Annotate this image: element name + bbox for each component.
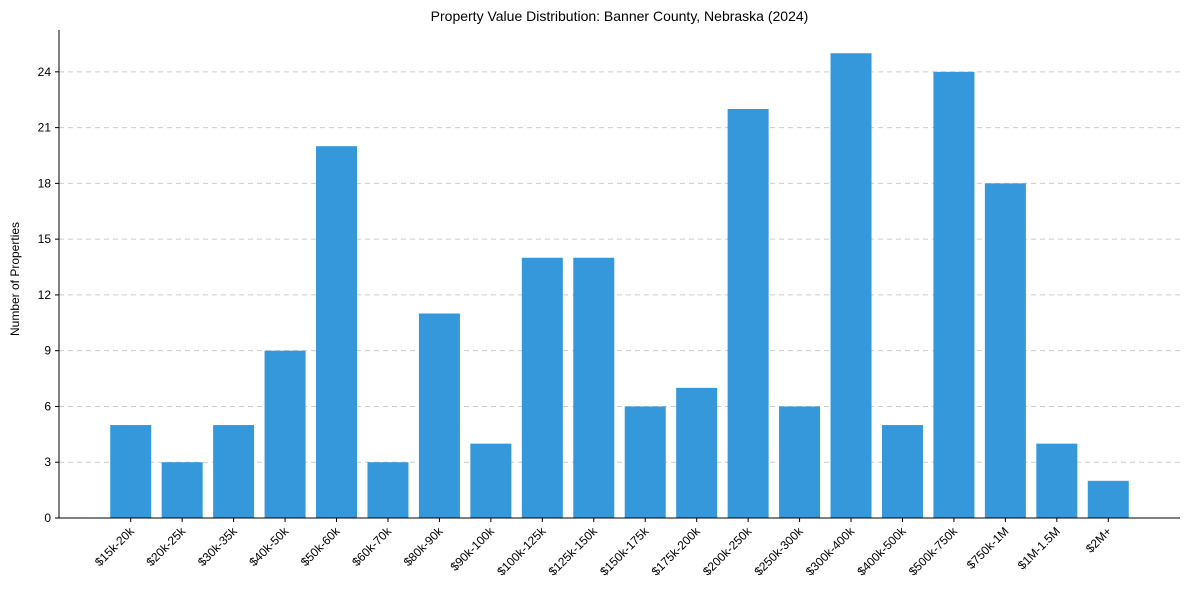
- bar-$250k-300k: [779, 406, 821, 518]
- x-tick-label-13: $250k-300k: [751, 524, 806, 579]
- bar-$30k-35k: [213, 425, 255, 518]
- y-tick-label-15: 15: [38, 232, 52, 246]
- x-tick-label-6: $80k-90k: [401, 524, 447, 570]
- y-tick-label-21: 21: [38, 121, 52, 135]
- bar-$90k-100k: [470, 443, 512, 518]
- x-tick-label-10: $150k-175k: [597, 524, 652, 579]
- y-tick-label-18: 18: [38, 176, 52, 190]
- gridlines: [59, 71, 1180, 463]
- bar-$100k-125k: [521, 257, 563, 518]
- x-tick-label-5: $60k-70k: [349, 524, 395, 570]
- y-tick-label-9: 9: [44, 344, 51, 358]
- x-tick-label-11: $175k-200k: [649, 524, 704, 579]
- bar-$175k-200k: [676, 387, 718, 518]
- x-tick-label-14: $300k-400k: [803, 524, 858, 579]
- x-tick-label-0: $15k-20k: [92, 524, 138, 570]
- bar-$150k-175k: [624, 406, 666, 518]
- y-axis-label: Number of Properties: [8, 222, 22, 336]
- x-tick-label-8: $100k-125k: [494, 524, 549, 579]
- y-tick-label-3: 3: [44, 455, 51, 469]
- bar-$80k-90k: [418, 313, 460, 518]
- x-tick-label-2: $30k-35k: [195, 524, 241, 570]
- bar-$2M+: [1087, 480, 1129, 518]
- x-tick-label-12: $200k-250k: [700, 524, 755, 579]
- bars: [110, 53, 1129, 518]
- bar-$300k-400k: [830, 53, 872, 518]
- x-tick-label-18: $1M-1.5M: [1015, 524, 1063, 572]
- x-ticks: $15k-20k $20k-25k $30k-35k $40k-50k $50k-60k…: [92, 518, 1114, 578]
- bar-$750k-1M: [984, 183, 1026, 518]
- y-tick-label-12: 12: [38, 288, 52, 302]
- bar-$125k-150k: [573, 257, 615, 518]
- x-tick-label-7: $90k-100k: [447, 524, 497, 574]
- x-tick-label-19: $2M+: [1083, 524, 1114, 555]
- x-tick-label-15: $400k-500k: [854, 524, 909, 579]
- bar-$200k-250k: [727, 109, 769, 518]
- x-tick-label-3: $40k-50k: [246, 524, 292, 570]
- bar-$400k-500k: [881, 425, 923, 518]
- y-tick-label-6: 6: [44, 399, 51, 413]
- x-tick-label-16: $500k-750k: [906, 524, 961, 579]
- y-tick-label-24: 24: [38, 65, 52, 79]
- x-tick-label-1: $20k-25k: [143, 524, 189, 570]
- y-tick-label-0: 0: [44, 511, 51, 525]
- bar-$40k-50k: [264, 350, 306, 518]
- bar-$60k-70k: [367, 462, 409, 518]
- bar-$1M-1.5M: [1036, 443, 1078, 518]
- bar-$20k-25k: [161, 462, 203, 518]
- bar-$50k-60k: [316, 146, 358, 518]
- axes: [58, 30, 1180, 519]
- bar-$15k-20k: [110, 425, 152, 518]
- x-tick-label-9: $125k-150k: [546, 524, 601, 579]
- y-ticks: 0 3 6 9 12 15 18 21 24: [38, 65, 59, 525]
- chart-title: Property Value Distribution: Banner Coun…: [431, 8, 809, 24]
- bar-$500k-750k: [933, 71, 975, 518]
- x-tick-label-17: $750k-1M: [964, 524, 1012, 572]
- x-tick-label-4: $50k-60k: [298, 524, 344, 570]
